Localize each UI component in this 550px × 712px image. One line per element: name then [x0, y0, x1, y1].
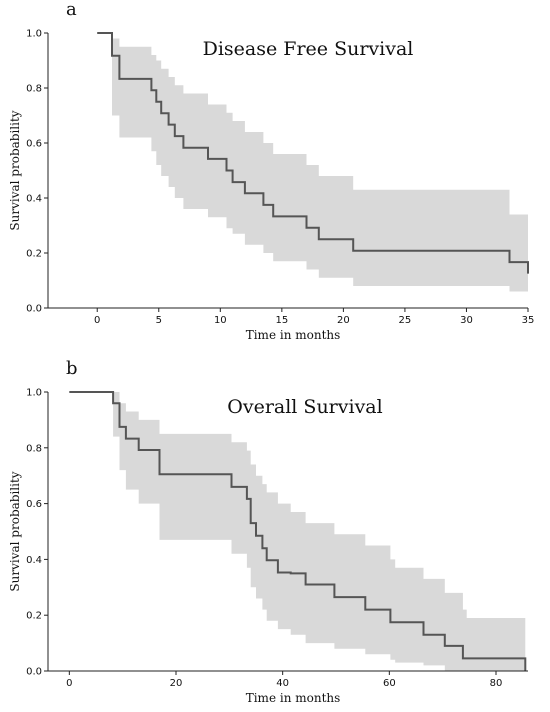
panel-letter: a	[66, 0, 77, 20]
x-tick-label: 80	[490, 678, 503, 689]
y-axis-label: Survival probability	[8, 471, 22, 591]
x-tick-label: 35	[522, 315, 535, 326]
x-tick-label: 0	[94, 315, 100, 326]
x-tick-label: 30	[460, 315, 473, 326]
chart-title: Overall Survival	[227, 396, 382, 418]
y-axis-label: Survival probability	[8, 110, 22, 230]
y-tick-label: 0.6	[26, 499, 42, 510]
x-tick-label: 15	[275, 315, 288, 326]
x-tick-label: 25	[399, 315, 412, 326]
x-tick-label: 40	[276, 678, 289, 689]
survival-curve	[69, 391, 527, 671]
y-tick-label: 0.4	[26, 555, 42, 566]
y-tick-label: 0.2	[26, 611, 42, 622]
x-tick-label: 20	[170, 678, 183, 689]
y-tick-label: 0.8	[26, 443, 42, 454]
chart-panel-b: 0 20 40 60 80 0.0 0.2 0.4 0.6 0.8 1.0 Time in month…	[8, 358, 528, 705]
confidence-band	[97, 33, 528, 300]
panel-letter: b	[66, 358, 78, 379]
x-axis-label: Time in months	[246, 328, 341, 342]
y-tick-label: 0.0	[26, 667, 42, 678]
y-tick-label: 0.2	[26, 249, 42, 260]
x-axis-label: Time in months	[246, 691, 341, 705]
survival-curve	[97, 32, 529, 274]
y-tick-label: 0.4	[26, 194, 42, 205]
x-tick-label: 0	[66, 678, 72, 689]
x-tick-label: 10	[214, 315, 227, 326]
x-tick-label: 5	[156, 315, 162, 326]
y-tick-label: 0.0	[26, 304, 42, 315]
y-tick-label: 0.8	[26, 84, 42, 95]
chart-title: Disease Free Survival	[203, 38, 414, 60]
y-tick-label: 0.6	[26, 139, 42, 150]
y-tick-label: 1.0	[26, 388, 42, 399]
x-tick-label: 60	[383, 678, 396, 689]
confidence-band	[69, 392, 526, 671]
y-tick-label: 1.0	[26, 29, 42, 40]
chart-panel-a: 0 5 10 15 20 25 30 35 0.0 0.2 0.4 0.6 0.8 1.0 Time in …	[8, 0, 534, 342]
x-tick-label: 20	[337, 315, 350, 326]
